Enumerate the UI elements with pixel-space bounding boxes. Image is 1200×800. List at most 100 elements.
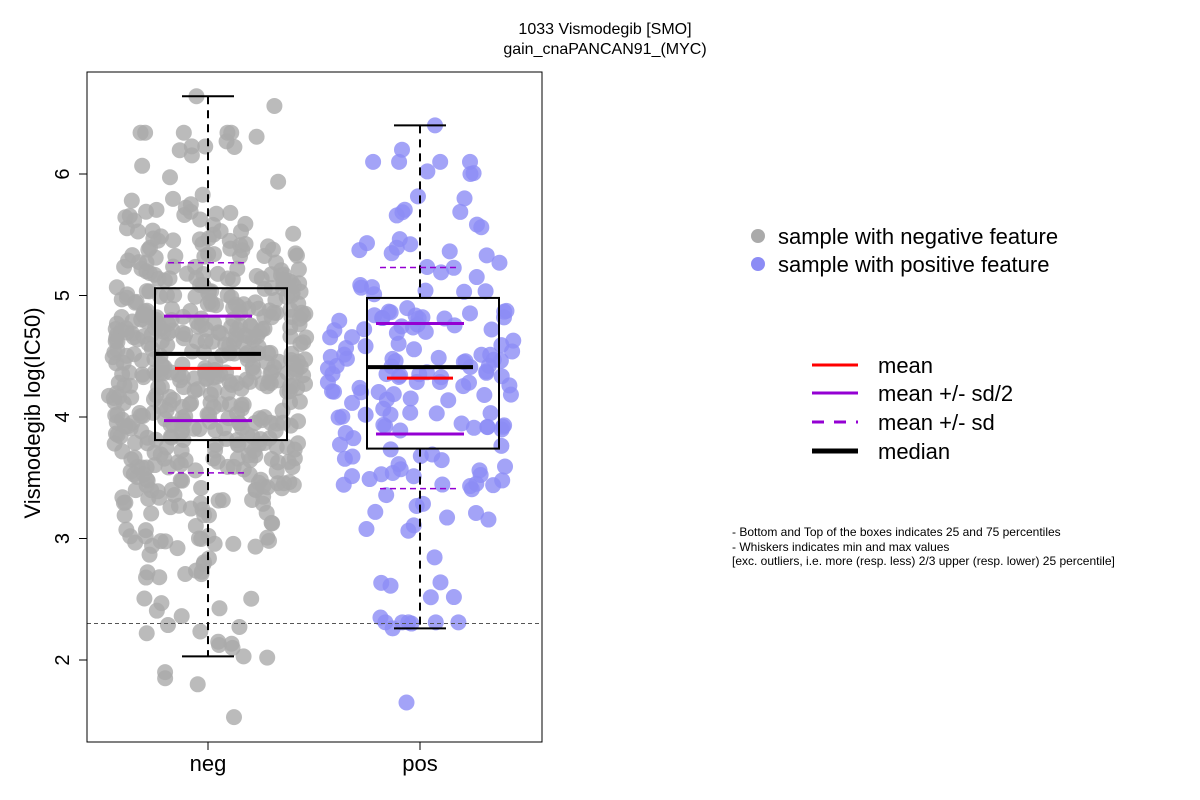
box (154, 287, 288, 442)
point-pos (462, 166, 479, 182)
chart-title: 1033 Vismodegib [SMO] (518, 21, 691, 38)
point-neg (188, 333, 205, 350)
point-neg (288, 247, 305, 264)
point-neg (290, 261, 307, 278)
legend-points: sample with negative feature sample with… (751, 224, 1058, 277)
point-neg (233, 396, 250, 413)
point-pos (468, 269, 485, 286)
point-neg (282, 319, 299, 336)
point-neg (243, 590, 260, 607)
point-pos (358, 235, 375, 252)
point-pos (396, 201, 413, 218)
point-pos (485, 351, 502, 368)
point-neg (206, 362, 223, 379)
point-neg (247, 294, 264, 311)
point-pos (344, 329, 361, 346)
point-neg (248, 267, 265, 284)
point-neg (165, 391, 182, 408)
point-neg (130, 223, 147, 240)
point-pos (402, 404, 419, 421)
point-pos (462, 305, 479, 322)
point-pos (375, 400, 392, 417)
point-neg (182, 500, 199, 517)
point-neg (135, 369, 152, 386)
point-neg (218, 133, 235, 150)
point-neg (134, 352, 151, 369)
point-pos (477, 283, 494, 300)
point-pos (493, 368, 510, 385)
point-pos (336, 450, 353, 467)
legend-label-mean-sd: mean +/- sd (878, 410, 995, 435)
y-tick-label: 4 (52, 411, 74, 422)
point-pos (400, 522, 417, 539)
point-neg (248, 128, 265, 145)
point-pos (439, 509, 456, 526)
point-neg (116, 507, 133, 524)
point-pos (373, 574, 390, 591)
note-line-1: - Bottom and Top of the boxes indicates … (732, 525, 1061, 539)
y-axis-label: Vismodegib log(IC50) (20, 307, 45, 518)
point-pos (433, 452, 450, 469)
point-pos (453, 415, 470, 432)
point-neg (177, 199, 194, 216)
point-pos (473, 346, 490, 363)
point-neg (224, 271, 241, 288)
point-neg (259, 529, 276, 546)
point-neg (177, 452, 194, 469)
point-neg (242, 318, 259, 335)
point-neg (225, 535, 242, 552)
point-neg (235, 335, 252, 352)
point-neg (192, 211, 209, 228)
point-neg (113, 309, 130, 326)
x-axis (207, 742, 421, 750)
point-neg (210, 633, 227, 650)
point-pos (357, 338, 374, 355)
point-neg (231, 618, 248, 635)
point-pos (384, 620, 401, 637)
point-neg (165, 190, 182, 207)
point-neg (114, 489, 131, 506)
legend-label-median: median (878, 439, 950, 464)
point-pos (426, 549, 443, 566)
point-pos (385, 386, 402, 403)
point-pos (491, 254, 508, 271)
point-neg (193, 479, 210, 496)
point-neg (222, 204, 239, 221)
point-pos (496, 417, 513, 434)
point-pos (367, 503, 384, 520)
point-neg (174, 472, 191, 489)
point-neg (143, 505, 160, 522)
point-pos (427, 614, 444, 631)
point-neg (253, 412, 270, 429)
point-pos (319, 360, 336, 377)
y-tick-label: 2 (52, 654, 74, 665)
point-pos (432, 153, 449, 170)
legend-marker-negative (751, 229, 765, 243)
point-pos (407, 307, 424, 324)
point-neg (237, 215, 254, 232)
point-pos (428, 405, 445, 422)
point-pos (405, 468, 422, 485)
point-pos (392, 367, 409, 384)
y-tick-label: 5 (52, 290, 74, 301)
point-pos (430, 349, 447, 366)
point-neg (157, 664, 174, 681)
point-pos (441, 243, 458, 260)
point-pos (494, 472, 511, 489)
point-neg (177, 326, 194, 343)
point-neg (194, 235, 211, 252)
point-pos (392, 422, 409, 439)
point-neg (197, 138, 214, 155)
point-neg (228, 375, 245, 392)
legend-lines: mean mean +/- sd/2 mean +/- sd median (812, 353, 1013, 464)
point-neg (138, 625, 155, 642)
point-pos (356, 321, 373, 338)
point-neg (247, 538, 264, 555)
point-neg (118, 347, 135, 364)
point-neg (214, 492, 231, 509)
point-neg (110, 374, 127, 391)
point-pos (446, 317, 463, 334)
point-neg (135, 307, 152, 324)
point-neg (173, 608, 190, 625)
category-label-neg: neg (190, 751, 227, 776)
